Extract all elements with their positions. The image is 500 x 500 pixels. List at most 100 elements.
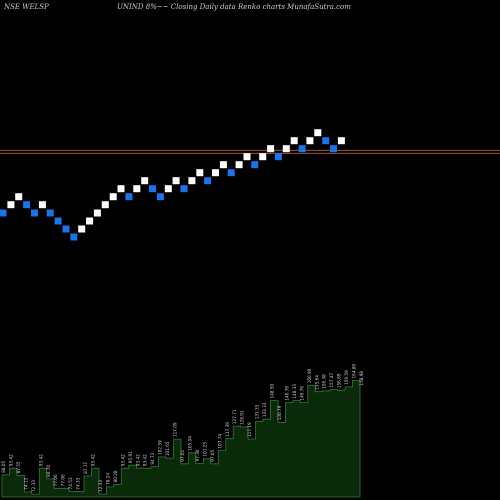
volume-label: 105.94 <box>188 436 193 451</box>
volume-label: 146.76 <box>284 386 289 401</box>
volume-label: 77.06 <box>61 474 66 486</box>
up-brick <box>109 193 117 201</box>
up-brick <box>117 185 125 193</box>
up-brick <box>188 177 196 185</box>
chart-subtitle: UNIND 8%~~ Closing Daily data Renko char… <box>117 3 351 11</box>
volume-label: 93.42 <box>135 454 140 466</box>
volume-label: 93.42 <box>143 454 148 466</box>
volume-label: 102.59 <box>158 440 163 455</box>
volume-label: 159.59 <box>344 370 349 385</box>
volume-label: 97.01 <box>180 449 185 461</box>
volume-label: 157.47 <box>329 373 334 388</box>
up-brick <box>133 185 141 193</box>
up-brick <box>141 177 149 185</box>
volume-label: 93.42 <box>9 454 14 466</box>
up-brick <box>337 137 345 145</box>
up-brick <box>306 137 314 145</box>
up-brick <box>101 201 109 209</box>
up-brick <box>164 185 172 193</box>
up-brick <box>290 137 298 145</box>
up-brick <box>219 161 227 169</box>
up-brick <box>7 201 15 209</box>
volume-label: 117.19 <box>247 422 252 437</box>
up-brick <box>93 209 101 217</box>
up-brick <box>15 193 23 201</box>
volume-label: 131.55 <box>255 404 260 419</box>
volume-label: 127.71 <box>232 409 237 424</box>
volume-label: 146.76 <box>299 386 304 401</box>
chart-title: NSE WELSP <box>4 3 49 11</box>
volume-label: 148.50 <box>270 384 275 399</box>
down-brick <box>251 161 259 169</box>
volume-label: 93.42 <box>38 454 43 466</box>
volume-label: 94.72 <box>150 452 155 464</box>
volume-label: 155.64 <box>314 375 319 390</box>
up-brick <box>212 169 219 177</box>
down-brick <box>298 145 306 153</box>
volume-label: 158.98 <box>359 371 364 386</box>
down-brick <box>23 201 31 209</box>
up-brick <box>86 217 94 225</box>
volume-label: 78.24 <box>105 473 110 485</box>
down-brick <box>180 185 188 193</box>
down-brick <box>227 169 235 177</box>
volume-label: 77.06 <box>53 474 58 486</box>
volume-label: 87.55 <box>16 461 21 473</box>
up-brick <box>196 169 204 177</box>
volume-label: 101.25 <box>202 442 207 457</box>
down-brick <box>70 233 78 241</box>
volume-label: 93.42 <box>120 454 125 466</box>
volume-label: 156.38 <box>322 374 327 389</box>
volume-label: 160.90 <box>307 368 312 383</box>
volume-label: 126.91 <box>240 410 245 425</box>
volume-label: 164.80 <box>352 364 357 379</box>
down-brick <box>54 217 62 225</box>
volume-label: 74.53 <box>68 477 73 489</box>
volume-label: 97.05 <box>210 449 215 461</box>
volume-label: 74.33 <box>76 477 81 489</box>
renko-bricks <box>0 129 345 241</box>
down-brick <box>31 209 38 217</box>
down-brick <box>322 137 330 145</box>
volume-label: 84.70 <box>46 465 51 477</box>
down-brick <box>62 225 70 233</box>
volume-label: 156.89 <box>337 373 342 388</box>
volume-label: 107.74 <box>217 434 222 449</box>
up-brick <box>235 161 243 169</box>
volume-area <box>1 380 361 498</box>
up-brick <box>267 145 275 153</box>
volume-label: 93.42 <box>91 454 96 466</box>
up-brick <box>78 225 86 233</box>
down-brick <box>0 209 7 217</box>
resistance-lines <box>0 149 500 154</box>
volume-label: 95.91 <box>128 451 133 463</box>
volume-label: 133.33 <box>262 402 267 417</box>
up-brick <box>38 201 46 209</box>
down-brick <box>330 145 337 153</box>
volume-area-path <box>1 380 361 498</box>
down-brick <box>274 153 282 161</box>
up-brick <box>282 145 290 153</box>
volume-label: 72.33 <box>98 480 103 492</box>
volume-label: 87.17 <box>83 462 88 474</box>
volume-label: 97.30 <box>195 449 200 461</box>
volume-label: 72.33 <box>31 480 36 492</box>
up-brick <box>259 153 267 161</box>
down-brick <box>125 193 133 201</box>
down-brick <box>46 209 54 217</box>
volume-label: 130.79 <box>277 405 282 420</box>
down-brick <box>204 177 212 185</box>
volume-label: 101.65 <box>165 441 170 456</box>
up-brick <box>172 177 180 185</box>
volume-label: 80.28 <box>113 470 118 482</box>
up-brick <box>243 153 251 161</box>
volume-label: 74.13 <box>23 478 28 490</box>
down-brick <box>156 193 164 201</box>
volume-label: 117.39 <box>225 422 230 437</box>
up-brick <box>314 129 322 137</box>
volume-label: 148.33 <box>292 384 297 399</box>
volume-label: 117.09 <box>173 422 178 437</box>
volume-label: 88.05 <box>1 460 6 472</box>
